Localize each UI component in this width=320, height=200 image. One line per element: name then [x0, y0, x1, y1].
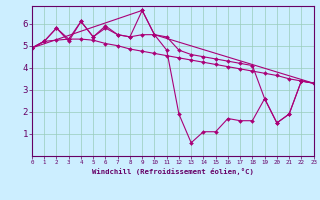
- X-axis label: Windchill (Refroidissement éolien,°C): Windchill (Refroidissement éolien,°C): [92, 168, 254, 175]
